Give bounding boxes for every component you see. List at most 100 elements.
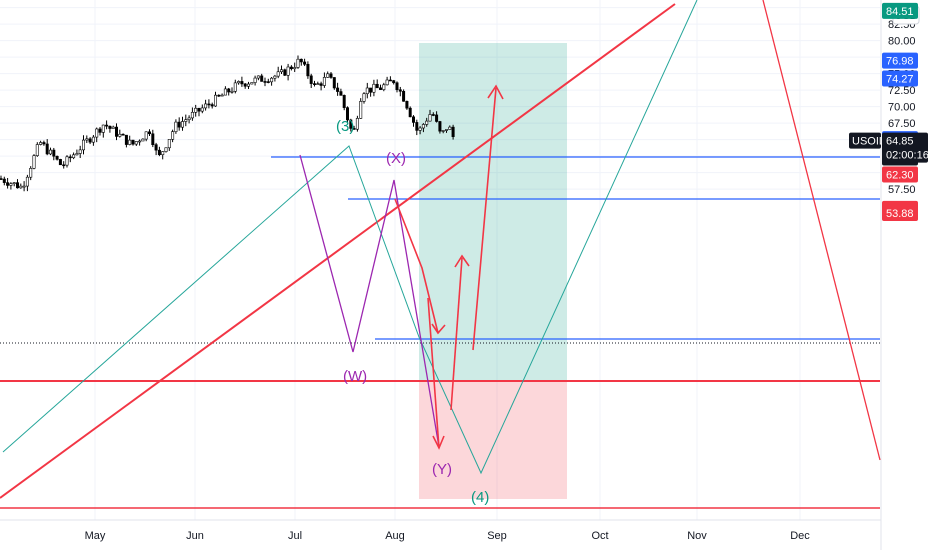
candle-body bbox=[339, 91, 343, 96]
candle-body bbox=[247, 83, 251, 87]
candle-body bbox=[372, 83, 376, 93]
candle-body bbox=[134, 141, 138, 145]
candle-body bbox=[359, 101, 363, 119]
candle-body bbox=[392, 80, 396, 84]
projection-arrow-down bbox=[394, 198, 439, 334]
wave-labels: (3) (X) (W) (Y) (4) bbox=[336, 118, 489, 506]
candle-body bbox=[395, 82, 399, 91]
price-tag-label: 76.98 bbox=[886, 56, 914, 68]
candle-body bbox=[22, 185, 26, 188]
candle-body bbox=[214, 94, 218, 107]
candle-body bbox=[194, 107, 198, 113]
candle-body bbox=[385, 79, 389, 86]
wave-label-w: (W) bbox=[343, 368, 367, 385]
candle-body bbox=[115, 126, 119, 137]
projection-arrow-up-head bbox=[487, 84, 504, 100]
candle-body bbox=[167, 139, 171, 149]
candle-body bbox=[138, 140, 142, 143]
elliott-wave-path bbox=[2, 0, 698, 475]
falling-projection-line bbox=[762, 0, 881, 461]
candle-body bbox=[237, 81, 241, 84]
candle-body bbox=[240, 81, 244, 85]
price-tag bbox=[882, 52, 918, 69]
x-tick-label: Jun bbox=[186, 530, 204, 542]
candle-body bbox=[82, 139, 86, 151]
candle-body bbox=[345, 107, 349, 121]
candle-body bbox=[171, 131, 175, 140]
candle-body bbox=[98, 128, 102, 133]
candle-body bbox=[68, 156, 72, 159]
candle-body bbox=[48, 149, 52, 155]
candle-body bbox=[336, 87, 340, 92]
candle-body bbox=[309, 75, 313, 84]
y-tick-label: 72.50 bbox=[888, 85, 916, 97]
candle-body bbox=[19, 185, 23, 189]
projection-arrow-up bbox=[472, 87, 497, 351]
x-tick-label: Sep bbox=[487, 530, 507, 542]
candle-body bbox=[200, 107, 204, 112]
candle-body bbox=[62, 164, 66, 167]
candle-body bbox=[121, 133, 125, 136]
candle-body bbox=[296, 58, 300, 68]
price-tag bbox=[882, 166, 918, 183]
bar-countdown: 02:00:16 bbox=[886, 150, 929, 162]
candle-body bbox=[32, 155, 36, 169]
candle-body bbox=[312, 83, 316, 85]
candle-body bbox=[0, 178, 3, 180]
candle-body bbox=[243, 83, 247, 87]
rising-trendline bbox=[0, 3, 676, 499]
candle-body bbox=[342, 95, 346, 108]
candle-body bbox=[91, 136, 95, 143]
candle-body bbox=[444, 129, 448, 131]
symbol-label: USOIL bbox=[852, 136, 885, 148]
candle-body bbox=[402, 90, 406, 102]
wave-label-3: (3) bbox=[336, 118, 354, 135]
candle-body bbox=[286, 66, 290, 76]
candle-body bbox=[332, 77, 336, 89]
wave-label-4: (4) bbox=[471, 489, 489, 506]
y-tick-label: 80.00 bbox=[888, 36, 916, 48]
candle-body bbox=[227, 88, 231, 93]
candle-body bbox=[29, 168, 33, 178]
candle-body bbox=[220, 94, 224, 97]
projection-arrow-up-small bbox=[450, 257, 463, 411]
candle-body bbox=[435, 114, 439, 122]
y-tick-label: 57.50 bbox=[888, 184, 916, 196]
candle-body bbox=[164, 147, 168, 152]
projection-arrow-small-down-head bbox=[432, 435, 445, 450]
projection-arrow-small-down bbox=[427, 297, 440, 449]
candle-body bbox=[12, 182, 16, 184]
candle-body bbox=[438, 121, 442, 132]
x-tick-label: Dec bbox=[790, 530, 810, 542]
candle-body bbox=[253, 77, 257, 83]
candle-body bbox=[352, 128, 356, 130]
wxy-correction-path bbox=[299, 154, 440, 448]
candle-body bbox=[233, 82, 237, 92]
candle-body bbox=[187, 117, 191, 120]
candle-body bbox=[190, 112, 194, 119]
candle-body bbox=[177, 121, 181, 128]
candle-body bbox=[52, 149, 56, 157]
price-tag-label: 84.51 bbox=[886, 6, 914, 18]
candle-body bbox=[293, 67, 297, 70]
candle-body bbox=[124, 134, 128, 145]
candle-body bbox=[362, 93, 366, 102]
candle-body bbox=[128, 139, 132, 145]
x-tick-label: Jul bbox=[288, 530, 302, 542]
candle-body bbox=[365, 87, 369, 95]
candle-body bbox=[108, 125, 112, 129]
candle-body bbox=[289, 66, 293, 70]
candle-body bbox=[276, 71, 280, 77]
drawings[interactable] bbox=[0, 0, 881, 509]
candle-body bbox=[55, 155, 59, 160]
candle-body bbox=[260, 75, 264, 82]
candle-body bbox=[78, 149, 82, 154]
x-tick-label: Oct bbox=[591, 530, 608, 542]
price-tags: 84.5176.9874.2765.0862.3062.3054.5153.88… bbox=[849, 2, 929, 222]
candle-body bbox=[154, 144, 158, 151]
long-position-zone[interactable] bbox=[419, 43, 567, 499]
candle-body bbox=[326, 73, 330, 78]
projection-arrow-up-small-head bbox=[454, 254, 470, 268]
wave-label-y: (Y) bbox=[432, 461, 452, 478]
